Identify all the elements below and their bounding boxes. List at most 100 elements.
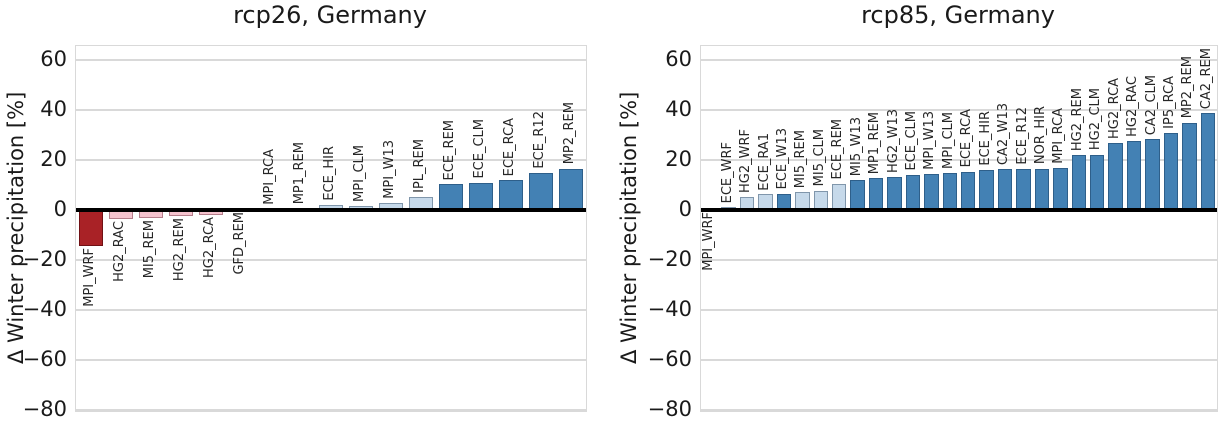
bar-MP1_REM [868, 178, 884, 210]
bar-label: HG2_REM [1069, 87, 1085, 151]
bar-label: ECE_R12 [532, 111, 547, 169]
subplot-rcp85: rcp85, Germany Δ Winter precipitation [%… [613, 0, 1225, 424]
y-tick-label: −40 [647, 296, 692, 321]
bar-HG2_RAC [1126, 141, 1142, 210]
y-tick-label: 60 [40, 46, 67, 71]
bar-label: ECE_HIR [322, 146, 337, 201]
subplot-rcp26: rcp26, Germany Δ Winter precipitation [%… [0, 0, 612, 424]
y-tick-label: −60 [22, 346, 67, 371]
bar-label: MI5_W13 [848, 116, 864, 176]
y-tick-label: −80 [647, 396, 692, 421]
bar-label: ECE_HIR [977, 111, 993, 166]
bar-HG2_CLM [1090, 154, 1105, 210]
bar-label: MP2_REM [562, 102, 577, 165]
bar-label: ECE_CLM [472, 118, 487, 179]
y-tick-label: 20 [665, 146, 692, 171]
bar-ECE_R12 [1016, 168, 1031, 210]
bar-label: IP5_RCA [1161, 75, 1177, 129]
bar-MPI_CLM [942, 172, 957, 210]
gridline [701, 108, 1217, 111]
bar-label: NOR_HIR [1032, 106, 1048, 165]
bar-label: HG2_REM [172, 218, 187, 282]
bar-label: MPI_W13 [382, 140, 397, 199]
y-tick-label: 40 [40, 96, 67, 121]
y-tick-label: −40 [22, 296, 67, 321]
bar-ECE_HIR [979, 170, 994, 210]
bar-MPI_RCA [1053, 168, 1068, 210]
bar-label: HG2_CLM [1088, 88, 1104, 151]
bar-MPI_W13 [924, 174, 939, 210]
gridline [701, 158, 1217, 161]
bar-MPI_WRF [79, 209, 103, 246]
bar-label: ECE_W13 [774, 128, 790, 190]
gridline [76, 358, 586, 361]
bar-CA2_W13 [997, 169, 1013, 210]
bar-HG2_RCA [1108, 143, 1123, 210]
bar-label: HG2_RAC [112, 220, 127, 282]
bar-label: ECE_R12 [1014, 106, 1030, 165]
y-tick-label: −80 [22, 396, 67, 421]
y-tick-label: 20 [40, 146, 67, 171]
bar-ECE_REM [832, 183, 847, 210]
bar-label: ECE_RCA [959, 109, 975, 168]
bar-label: IPL_REM [412, 138, 427, 193]
bar-label: MI5_REM [142, 220, 157, 279]
bar-CA2_CLM [1145, 139, 1160, 210]
bar-ECE_CLM [905, 174, 921, 210]
y-tick-label: −60 [647, 346, 692, 371]
gridline [76, 158, 586, 161]
zero-axis-line [701, 207, 1217, 212]
bar-label: HG2_RAC [1125, 76, 1141, 138]
gridline [76, 408, 586, 411]
bar-ECE_RCA [499, 180, 523, 210]
bar-ECE_R12 [529, 173, 553, 210]
gridline [701, 258, 1217, 261]
bar-label: GFD_REM [232, 212, 247, 275]
gridline [76, 308, 586, 311]
gridline [701, 308, 1217, 311]
bar-label: HG2_RCA [202, 216, 217, 278]
bar-HG2_W13 [887, 177, 902, 210]
bar-label: CA2_CLM [1143, 74, 1159, 135]
bar-label: MPI_RCA [1051, 108, 1067, 164]
bar-label: ECE_CLM [903, 111, 919, 171]
y-tick-label: 60 [665, 46, 692, 71]
gridline [76, 258, 586, 261]
gridline [701, 408, 1217, 411]
bar-label: ECE_REM [830, 119, 846, 180]
bar-label: MPI_RCA [262, 149, 277, 205]
bar-MP2_REM [559, 168, 583, 210]
chart-title: rcp85, Germany [861, 1, 1055, 29]
bar-label: ECE_REM [442, 119, 457, 181]
bar-label: MPI_CLM [352, 144, 367, 202]
bar-NOR_HIR [1034, 168, 1050, 210]
bar-label: ECE_WRF [719, 141, 735, 204]
gridline [76, 58, 586, 61]
bar-CA2_REM [1200, 113, 1215, 210]
bar-label: MPI_WRF [701, 212, 717, 272]
bar-IP5_RCA [1163, 132, 1179, 210]
bar-label: CA2_W13 [996, 102, 1012, 165]
bar-label: ECE_RA1 [756, 132, 772, 191]
y-tick-label: 0 [678, 196, 692, 221]
chart-title: rcp26, Germany [233, 1, 427, 29]
bar-label: MP1_REM [292, 142, 307, 205]
bar-label: HG2_WRF [738, 129, 754, 193]
y-tick-label: −20 [647, 246, 692, 271]
y-tick-label: 40 [665, 96, 692, 121]
bar-MP2_REM [1182, 122, 1197, 210]
bar-HG2_REM [1071, 155, 1086, 210]
bar-label: MPI_W13 [922, 111, 938, 170]
plot-area [700, 45, 1218, 412]
bar-label: HG2_W13 [885, 109, 901, 174]
bar-label: MI5_REM [793, 129, 809, 188]
bar-label: MI5_CLM [811, 129, 827, 187]
bar-ECE_CLM [469, 182, 493, 210]
bar-ECE_RCA [961, 171, 976, 210]
bar-label: MPI_WRF [82, 247, 97, 307]
bar-label: MP2_REM [1180, 56, 1196, 119]
bar-label: CA2_REM [1198, 47, 1214, 109]
y-tick-label: 0 [53, 196, 67, 221]
bar-MI5_W13 [850, 180, 865, 210]
